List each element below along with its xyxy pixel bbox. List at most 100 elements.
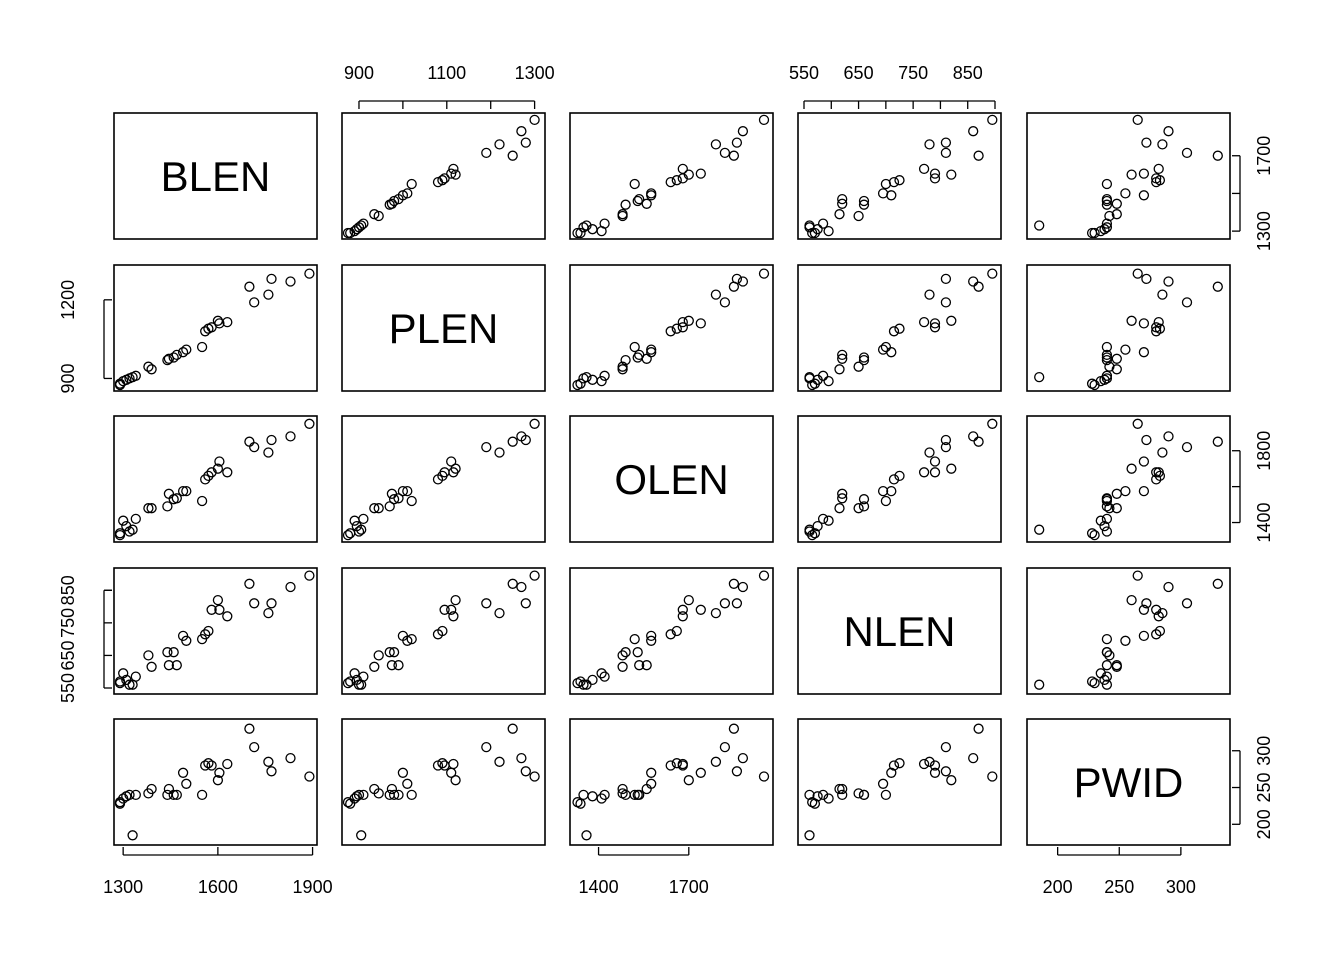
data-point xyxy=(1101,352,1113,363)
data-point xyxy=(162,354,173,366)
data-point xyxy=(450,169,461,180)
data-point xyxy=(114,528,126,539)
data-point xyxy=(214,456,225,467)
data-point xyxy=(710,756,722,767)
data-point xyxy=(1141,273,1152,285)
data-point xyxy=(695,318,706,329)
data-point xyxy=(124,679,135,690)
data-point xyxy=(384,647,395,658)
data-point xyxy=(804,830,815,841)
data-point xyxy=(1101,354,1113,366)
data-point xyxy=(581,220,592,231)
data-point xyxy=(1141,434,1152,446)
data-point xyxy=(222,758,233,770)
data-point xyxy=(244,578,255,589)
variable-label: PLEN xyxy=(389,305,499,352)
data-point xyxy=(940,273,952,285)
panel-frame xyxy=(1026,567,1231,695)
data-point xyxy=(1086,676,1098,687)
data-point xyxy=(599,671,610,682)
data-point xyxy=(384,501,395,512)
panel-frame xyxy=(797,112,1002,240)
data-point xyxy=(728,150,740,161)
data-point xyxy=(1153,467,1164,478)
panel-PWID-vs-BLEN xyxy=(113,718,318,846)
data-point xyxy=(888,176,900,188)
data-point xyxy=(646,630,657,642)
panel-OLEN-vs-BLEN xyxy=(113,415,318,543)
data-point xyxy=(388,789,400,801)
data-point xyxy=(737,276,749,287)
data-point xyxy=(266,598,277,609)
data-point xyxy=(853,210,864,222)
data-point xyxy=(918,316,930,328)
tick-label: 550 xyxy=(58,673,78,703)
data-point xyxy=(940,297,952,308)
data-point xyxy=(1101,671,1113,682)
data-point xyxy=(837,789,848,801)
data-point xyxy=(683,169,694,180)
data-point xyxy=(1138,318,1150,329)
data-point xyxy=(406,633,417,645)
tick-label: 1300 xyxy=(1254,211,1274,251)
data-point xyxy=(263,447,274,458)
tick-label: 300 xyxy=(1166,877,1196,897)
data-point xyxy=(731,598,743,609)
tick-label: 1300 xyxy=(515,63,555,83)
data-point xyxy=(212,775,224,786)
data-point xyxy=(646,344,657,355)
data-point xyxy=(617,650,628,661)
data-point xyxy=(481,741,492,753)
data-point xyxy=(373,210,384,222)
data-point xyxy=(446,168,457,179)
data-point xyxy=(671,323,682,334)
data-point xyxy=(877,485,889,497)
data-point xyxy=(285,752,296,764)
data-point xyxy=(817,513,829,525)
data-point xyxy=(481,598,492,609)
data-point xyxy=(646,778,657,789)
data-point xyxy=(143,361,154,372)
data-point xyxy=(507,723,518,734)
data-point xyxy=(731,137,743,148)
data-point xyxy=(641,660,652,671)
data-point xyxy=(393,660,404,671)
data-point xyxy=(481,147,492,159)
data-point xyxy=(1132,268,1143,279)
data-point xyxy=(731,273,743,285)
data-point xyxy=(894,175,905,186)
data-point xyxy=(1151,604,1162,615)
tick-label: 1400 xyxy=(1254,503,1274,543)
data-point xyxy=(987,268,998,279)
panel-OLEN-vs-PWID xyxy=(1026,415,1231,543)
data-point xyxy=(632,195,643,207)
data-point xyxy=(599,370,610,381)
x-axis-PLEN: 900 1100 1300 xyxy=(344,63,555,109)
data-point xyxy=(858,494,870,505)
data-point xyxy=(677,758,688,770)
data-point xyxy=(683,315,694,326)
data-point xyxy=(1157,289,1168,300)
panel-frame xyxy=(797,415,1002,543)
tick-label: 900 xyxy=(58,363,78,393)
tick-label: 300 xyxy=(1254,736,1274,766)
data-point xyxy=(924,139,935,150)
data-point xyxy=(285,276,296,287)
data-point xyxy=(1126,169,1137,180)
x-axis-NLEN: 550 650 750 850 xyxy=(789,63,996,109)
data-point xyxy=(388,647,400,658)
data-point xyxy=(266,434,277,446)
data-point xyxy=(516,581,527,593)
data-point xyxy=(1181,441,1193,453)
data-point xyxy=(118,515,129,526)
data-point xyxy=(929,173,941,184)
data-point xyxy=(397,767,409,778)
data-point xyxy=(1101,501,1113,512)
data-point xyxy=(494,756,505,767)
data-point xyxy=(1153,611,1164,622)
panel-PWID-vs-NLEN xyxy=(797,718,1002,846)
tick-label: 1700 xyxy=(669,877,709,897)
data-point xyxy=(719,297,731,308)
data-point xyxy=(918,758,930,770)
